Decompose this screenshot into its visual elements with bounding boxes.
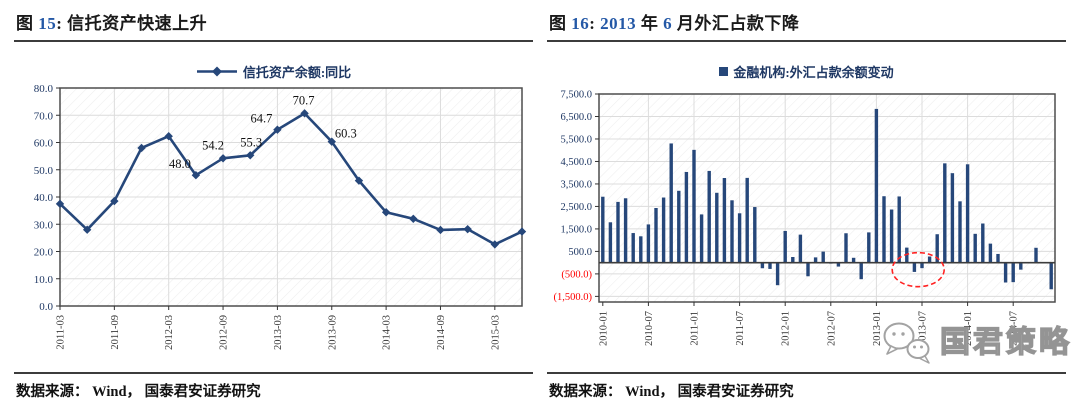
svg-text:2013-03: 2013-03 <box>273 315 284 350</box>
svg-text:80.0: 80.0 <box>34 83 54 95</box>
svg-text:0.0: 0.0 <box>39 301 53 313</box>
svg-text:2011-09: 2011-09 <box>110 315 121 350</box>
figure-16-source: 数据来源： Wind， 国泰君安证券研究 <box>547 372 1066 401</box>
svg-text:4,500.0: 4,500.0 <box>561 157 593 168</box>
svg-text:48.0: 48.0 <box>169 157 191 171</box>
svg-text:2013-07: 2013-07 <box>918 311 929 346</box>
svg-text:2011-01: 2011-01 <box>690 311 701 346</box>
svg-text:30.0: 30.0 <box>34 219 54 231</box>
svg-text:70.7: 70.7 <box>293 93 315 107</box>
svg-text:64.7: 64.7 <box>250 112 272 126</box>
svg-text:7,500.0: 7,500.0 <box>561 90 593 101</box>
svg-text:2014-07: 2014-07 <box>1009 311 1020 346</box>
fx-position-chart-area: 金融机构:外汇占款余额变动 7,500.0 6,500.0 5,500.0 4,500… <box>547 42 1066 372</box>
svg-text:2012-07: 2012-07 <box>826 311 837 346</box>
svg-text:2011-07: 2011-07 <box>735 311 746 346</box>
svg-text:40.0: 40.0 <box>34 192 54 204</box>
figure-16-title: 图 16: 2013 年 6 月外汇占款下降 <box>547 6 1066 42</box>
svg-text:2015-03: 2015-03 <box>490 315 501 350</box>
svg-text:2012-01: 2012-01 <box>781 311 792 346</box>
svg-text:500.0: 500.0 <box>568 247 592 258</box>
trust-assets-line-chart-svg: 0.0 10.0 20.0 30.0 40.0 50.0 60.0 70.0 80.0 2011-… <box>34 83 527 350</box>
svg-text:1,500.0: 1,500.0 <box>561 224 593 235</box>
svg-text:70.0: 70.0 <box>34 110 54 122</box>
svg-text:2014-03: 2014-03 <box>382 315 393 350</box>
fx-position-bar-chart-svg: 7,500.0 6,500.0 5,500.0 4,500.0 3,500.0 2,500… <box>554 90 1056 346</box>
svg-text:54.2: 54.2 <box>202 138 224 152</box>
svg-text:60.0: 60.0 <box>34 138 54 150</box>
trust-assets-chart-area: 信托资产余额:同比 0.0 10.0 20.0 30.0 40.0 50.0 60.0 70.… <box>14 42 533 372</box>
source-note-left: 数据来源： Wind， 国泰君安证券研究 <box>16 384 261 400</box>
svg-text:6,500.0: 6,500.0 <box>561 112 593 123</box>
svg-text:(1,500.0): (1,500.0) <box>554 292 593 303</box>
svg-text:60.3: 60.3 <box>335 127 357 141</box>
svg-text:5,500.0: 5,500.0 <box>561 134 593 145</box>
svg-text:2010-07: 2010-07 <box>644 311 655 346</box>
svg-text:20.0: 20.0 <box>34 247 54 259</box>
svg-text:3,500.0: 3,500.0 <box>561 179 593 190</box>
svg-text:2013-09: 2013-09 <box>327 315 338 350</box>
svg-text:2,500.0: 2,500.0 <box>561 202 593 213</box>
svg-text:2014-01: 2014-01 <box>963 311 974 346</box>
svg-text:2014-09: 2014-09 <box>436 315 447 350</box>
svg-text:(500.0): (500.0) <box>561 269 592 280</box>
svg-text:2013-01: 2013-01 <box>872 311 883 346</box>
svg-text:2011-03: 2011-03 <box>56 315 67 350</box>
svg-text:2012-09: 2012-09 <box>219 315 230 350</box>
figure-16-panel: 图 16: 2013 年 6 月外汇占款下降 金融机构:外汇占款余额变动 7,5… <box>547 6 1070 403</box>
svg-text:55.3: 55.3 <box>240 135 262 149</box>
svg-text:50.0: 50.0 <box>34 165 54 177</box>
svg-text:2012-03: 2012-03 <box>164 315 175 350</box>
source-note-right: 数据来源： Wind， 国泰君安证券研究 <box>549 384 794 400</box>
figure-15-source: 数据来源： Wind， 国泰君安证券研究 <box>14 372 533 401</box>
figure-15-panel: 图 15: 信托资产快速上升 信托资产余额:同比 0.0 10.0 20.0 30.0… <box>14 6 533 403</box>
svg-text:10.0: 10.0 <box>34 274 54 286</box>
figure-15-title: 图 15: 信托资产快速上升 <box>14 6 533 42</box>
svg-text:2010-01: 2010-01 <box>598 311 609 346</box>
